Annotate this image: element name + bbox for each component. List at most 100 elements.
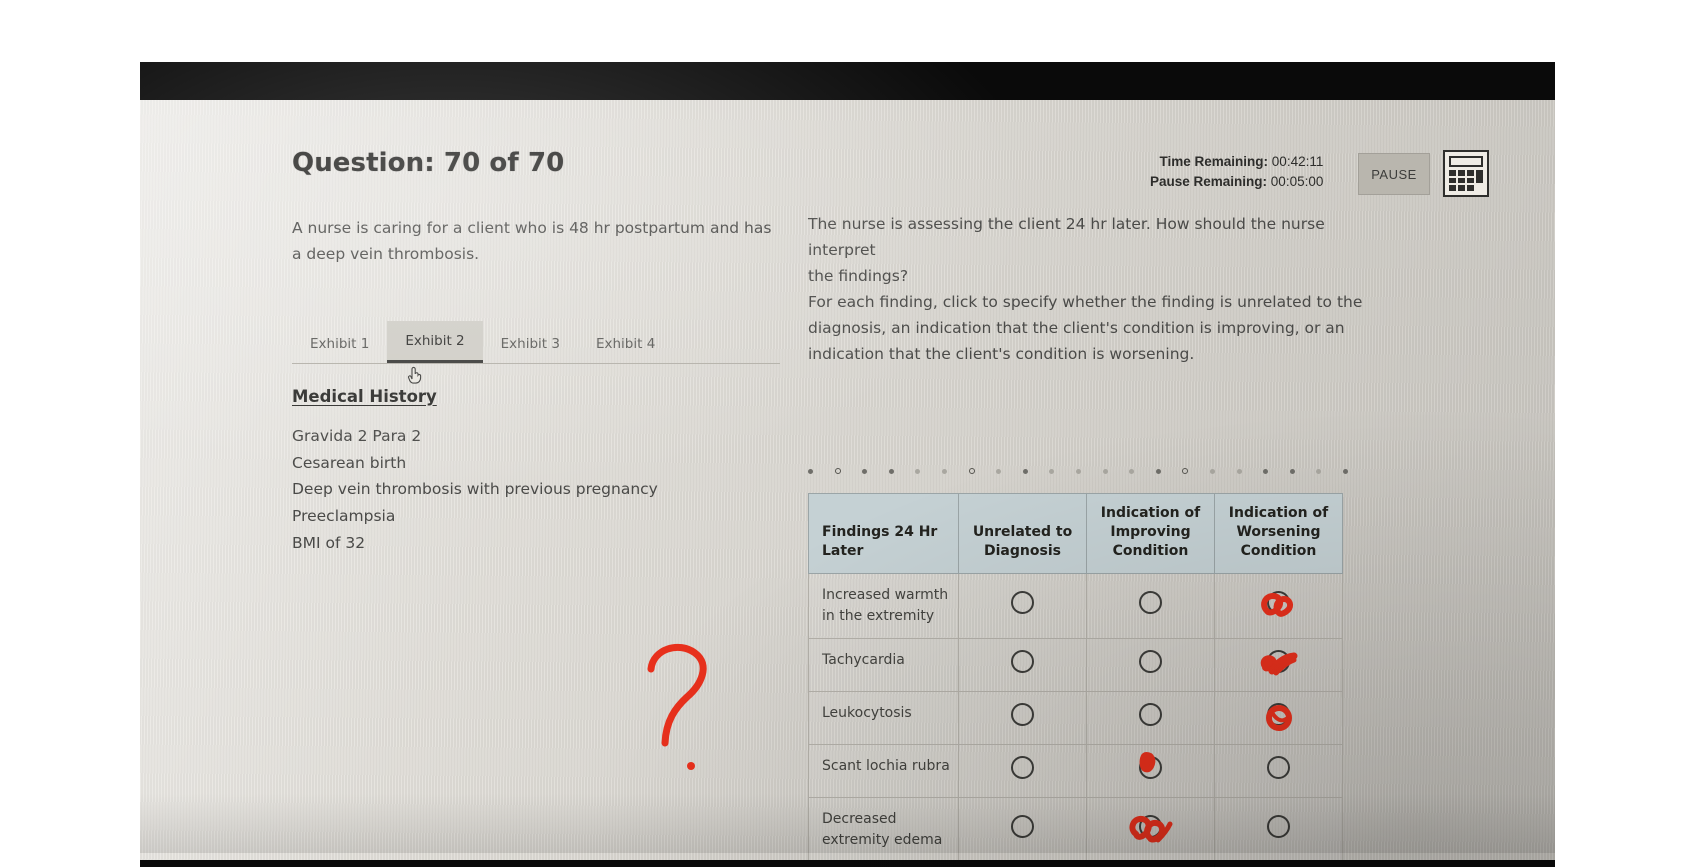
- dot: [1049, 468, 1055, 474]
- exhibit-tabs[interactable]: Exhibit 1 Exhibit 2 Exhibit 3 Exhibit 4: [292, 315, 782, 363]
- instruction-text: The nurse is assessing the client 24 hr …: [808, 211, 1368, 367]
- radio-button[interactable]: [1139, 814, 1162, 838]
- radio-cell-unrelated[interactable]: [958, 572, 1087, 639]
- radio-cell-worsening[interactable]: [1214, 796, 1343, 863]
- table-row: Increased warmth in the extremity: [808, 572, 1343, 639]
- photographed-screen: Question: 70 of 70 Time Remaining: 00:42…: [140, 62, 1555, 867]
- dot: [1129, 468, 1135, 474]
- instruction-line-1: The nurse is assessing the client 24 hr …: [808, 215, 1325, 260]
- instruction-line-4: diagnosis, an indication that the client…: [808, 319, 1345, 338]
- right-column: The nurse is assessing the client 24 hr …: [808, 195, 1388, 367]
- case-stem-text: A nurse is caring for a client who is 48…: [292, 219, 772, 264]
- table-header-row: Findings 24 Hr Later Unrelated to Diagno…: [808, 493, 1343, 574]
- radio-button[interactable]: [1011, 590, 1034, 614]
- radio-cell-improving[interactable]: [1086, 796, 1215, 863]
- radio-button[interactable]: [1267, 649, 1290, 673]
- finding-label: Decreased extremity edema: [808, 796, 959, 863]
- radio-button[interactable]: [1267, 590, 1290, 614]
- radio-button[interactable]: [1267, 755, 1290, 779]
- dot: [1236, 468, 1242, 474]
- exhibit-tab-1[interactable]: Exhibit 1: [310, 336, 370, 352]
- table-row: Tachycardia: [808, 637, 1343, 692]
- findings-table-container: Findings 24 Hr Later Unrelated to Diagno…: [808, 493, 1343, 863]
- radio-cell-worsening[interactable]: [1214, 690, 1343, 745]
- list-item: Preeclampsia: [292, 506, 396, 525]
- table-row: Scant lochia rubra: [808, 743, 1343, 798]
- radio-button[interactable]: [1139, 590, 1162, 614]
- pause-remaining-line: Pause Remaining: 00:05:00: [1150, 172, 1323, 192]
- exhibit-tabs-divider: [292, 363, 780, 364]
- instruction-line-5: indication that the client's condition i…: [808, 345, 1195, 364]
- list-item: Deep vein thrombosis with previous pregn…: [292, 480, 658, 499]
- exhibit-tab-3[interactable]: Exhibit 3: [500, 336, 560, 352]
- radio-button[interactable]: [1139, 649, 1162, 673]
- column-header-worsening: Indication of Worsening Condition: [1214, 493, 1343, 574]
- radio-button[interactable]: [1011, 814, 1034, 838]
- dot: [1342, 468, 1348, 474]
- time-remaining-label: Time Remaining:: [1159, 154, 1269, 169]
- red-question-mark-annotation: [647, 643, 707, 770]
- exam-header: Question: 70 of 70 Time Remaining: 00:42…: [140, 100, 1555, 197]
- radio-button[interactable]: [1267, 702, 1290, 726]
- finding-label: Scant lochia rubra: [808, 743, 959, 798]
- finding-label: Increased warmth in the extremity: [808, 572, 959, 639]
- medical-history-panel: Medical History Gravida 2 Para 2 Cesarea…: [292, 387, 782, 556]
- medical-history-title: Medical History: [292, 387, 437, 406]
- radio-cell-improving[interactable]: [1086, 572, 1215, 639]
- radio-cell-unrelated[interactable]: [958, 796, 1087, 863]
- dot: [1316, 468, 1322, 474]
- exhibit-tab-4[interactable]: Exhibit 4: [595, 336, 656, 352]
- list-item: BMI of 32: [292, 533, 366, 552]
- dot: [1075, 468, 1081, 474]
- findings-table: Findings 24 Hr Later Unrelated to Diagno…: [808, 493, 1343, 863]
- dot: [808, 468, 813, 474]
- exhibit-tab-2[interactable]: Exhibit 2: [387, 321, 483, 363]
- calculator-keys: [1449, 170, 1483, 191]
- finding-label: Leukocytosis: [808, 690, 959, 745]
- pause-remaining-value: 00:05:00: [1270, 173, 1324, 189]
- dot: [1209, 468, 1215, 474]
- calculator-icon[interactable]: [1443, 150, 1489, 197]
- findings-table-head: Findings 24 Hr Later Unrelated to Diagno…: [808, 493, 1343, 574]
- left-column: A nurse is caring for a client who is 48…: [292, 195, 792, 267]
- radio-button[interactable]: [1139, 755, 1162, 779]
- radio-button[interactable]: [1011, 649, 1034, 673]
- radio-cell-worsening[interactable]: [1214, 637, 1343, 692]
- radio-cell-unrelated[interactable]: [958, 690, 1087, 745]
- radio-button[interactable]: [1267, 814, 1290, 838]
- radio-cell-worsening[interactable]: [1214, 572, 1343, 639]
- dot: [1263, 468, 1269, 474]
- radio-cell-improving[interactable]: [1086, 637, 1215, 692]
- exam-application-surface: Question: 70 of 70 Time Remaining: 00:42…: [140, 100, 1555, 863]
- radio-button[interactable]: [1011, 702, 1034, 726]
- radio-cell-improving[interactable]: [1086, 743, 1215, 798]
- pause-button[interactable]: PAUSE: [1358, 153, 1430, 195]
- dot: [1022, 468, 1028, 474]
- table-row: Decreased extremity edema: [808, 796, 1343, 863]
- column-header-improving: Indication of Improving Condition: [1086, 493, 1215, 574]
- calculator-display: [1449, 156, 1483, 167]
- radio-button[interactable]: [1139, 702, 1162, 726]
- dot: [1182, 468, 1189, 474]
- list-item: Gravida 2 Para 2: [292, 427, 422, 445]
- dot: [915, 468, 921, 474]
- radio-button[interactable]: [1011, 755, 1034, 779]
- dot: [1102, 468, 1108, 474]
- letterbox-top-bar: [140, 62, 1555, 100]
- dot: [834, 468, 841, 474]
- dot: [888, 468, 894, 474]
- time-remaining-line: Time Remaining: 00:42:11: [1150, 152, 1324, 172]
- radio-cell-unrelated[interactable]: [958, 743, 1087, 798]
- radio-cell-improving[interactable]: [1086, 690, 1215, 745]
- letterbox-bottom-bar: [140, 860, 1555, 867]
- instruction-line-3: For each finding, click to specify wheth…: [808, 293, 1363, 312]
- radio-cell-worsening[interactable]: [1214, 743, 1343, 798]
- medical-history-list: Gravida 2 Para 2 Cesarean birth Deep vei…: [292, 423, 782, 556]
- table-row: Leukocytosis: [808, 690, 1343, 745]
- findings-table-body: Increased warmth in the extremity: [808, 572, 1343, 863]
- time-remaining-value: 00:42:11: [1271, 154, 1324, 169]
- column-header-unrelated: Unrelated to Diagnosis: [958, 493, 1087, 574]
- dotted-separator: [808, 465, 1348, 477]
- list-item: Cesarean birth: [292, 453, 407, 472]
- radio-cell-unrelated[interactable]: [958, 637, 1087, 692]
